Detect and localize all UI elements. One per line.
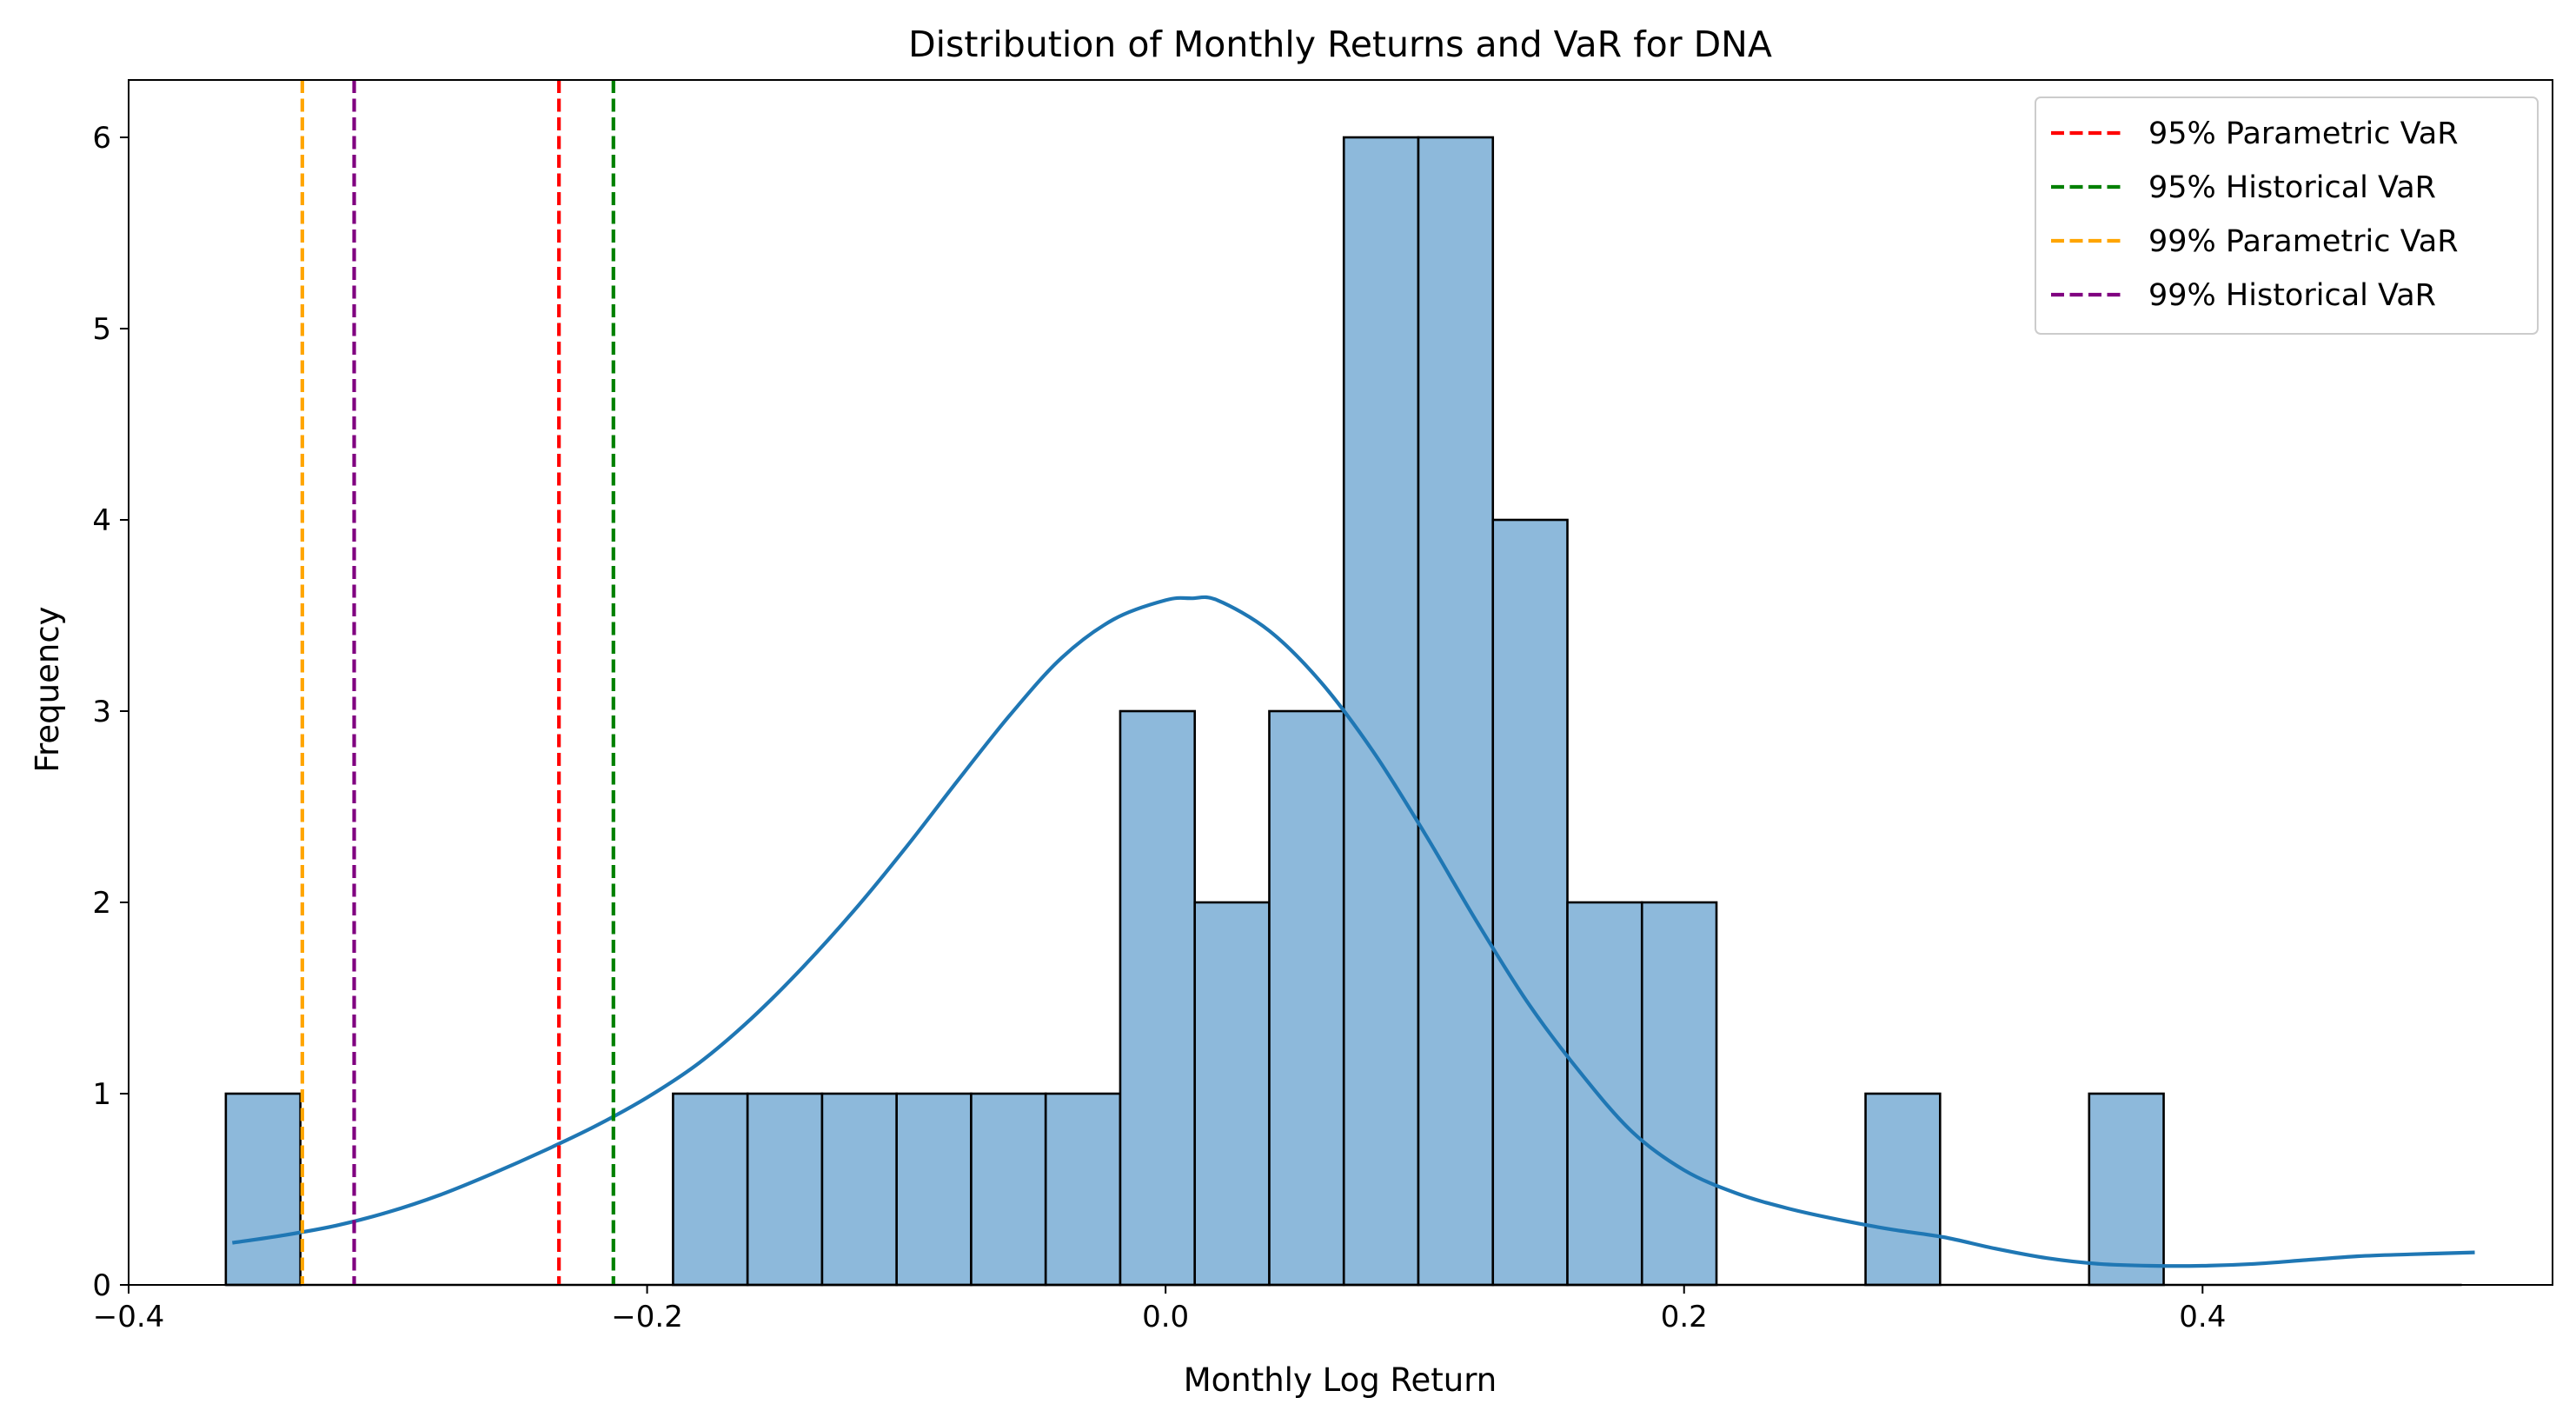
x-tick-label: −0.4 (93, 1300, 165, 1334)
x-axis-ticks: −0.4 −0.2 0.0 0.2 0.4 (93, 1285, 2226, 1334)
histogram-bar (2088, 1092, 2165, 1287)
legend-entry: 95% Historical VaR (2148, 170, 2436, 205)
histogram-bar (820, 1092, 898, 1287)
y-tick-label: 1 (92, 1077, 111, 1112)
legend-box (2035, 96, 2539, 335)
y-tick-label: 5 (92, 312, 111, 347)
histogram-bar (1640, 901, 1718, 1287)
x-axis-label: Monthly Log Return (1184, 1361, 1497, 1399)
histogram-bar (1864, 1092, 1942, 1287)
y-tick-label: 6 (92, 121, 111, 156)
legend-entry: 95% Parametric VaR (2148, 116, 2459, 151)
legend-entry: 99% Parametric VaR (2148, 224, 2459, 259)
plot-frame (128, 79, 2553, 1286)
var-lines (300, 80, 615, 1285)
x-tick-label: −0.2 (611, 1300, 683, 1334)
histogram-bar (1491, 518, 1569, 1287)
histogram-bar (224, 1092, 302, 1287)
histogram-bar (1119, 709, 1197, 1287)
histogram-bar (1566, 901, 1643, 1287)
histogram-bar (672, 1092, 749, 1287)
x-tick-label: 0.4 (2179, 1300, 2226, 1334)
legend-entry: 99% Historical VaR (2148, 278, 2436, 313)
x-tick-label: 0.0 (1142, 1300, 1189, 1334)
kde-curve (232, 595, 2475, 1268)
y-axis-label: Frequency (29, 606, 66, 772)
histogram-bar (1268, 709, 1345, 1287)
y-tick-label: 2 (92, 886, 111, 921)
kde-curve-layer (232, 595, 2475, 1268)
y-tick-label: 4 (92, 503, 111, 538)
histogram-bar (1044, 1092, 1122, 1287)
x-tick-label: 0.2 (1661, 1300, 1708, 1334)
histogram-bar (895, 1092, 973, 1287)
chart-title: Distribution of Monthly Returns and VaR … (908, 23, 1772, 65)
histogram-bar (1417, 136, 1495, 1287)
y-tick-label: 0 (92, 1268, 111, 1303)
legend: 95% Parametric VaR 95% Historical VaR 99% … (2035, 96, 2539, 335)
y-axis-ticks: 0 1 2 3 4 5 6 (92, 121, 129, 1303)
histogram-bar (1342, 136, 1420, 1287)
histogram-bar (1193, 901, 1271, 1287)
histogram-bar (746, 1092, 824, 1287)
histogram-bar (970, 1092, 1047, 1287)
y-tick-label: 3 (92, 695, 111, 729)
